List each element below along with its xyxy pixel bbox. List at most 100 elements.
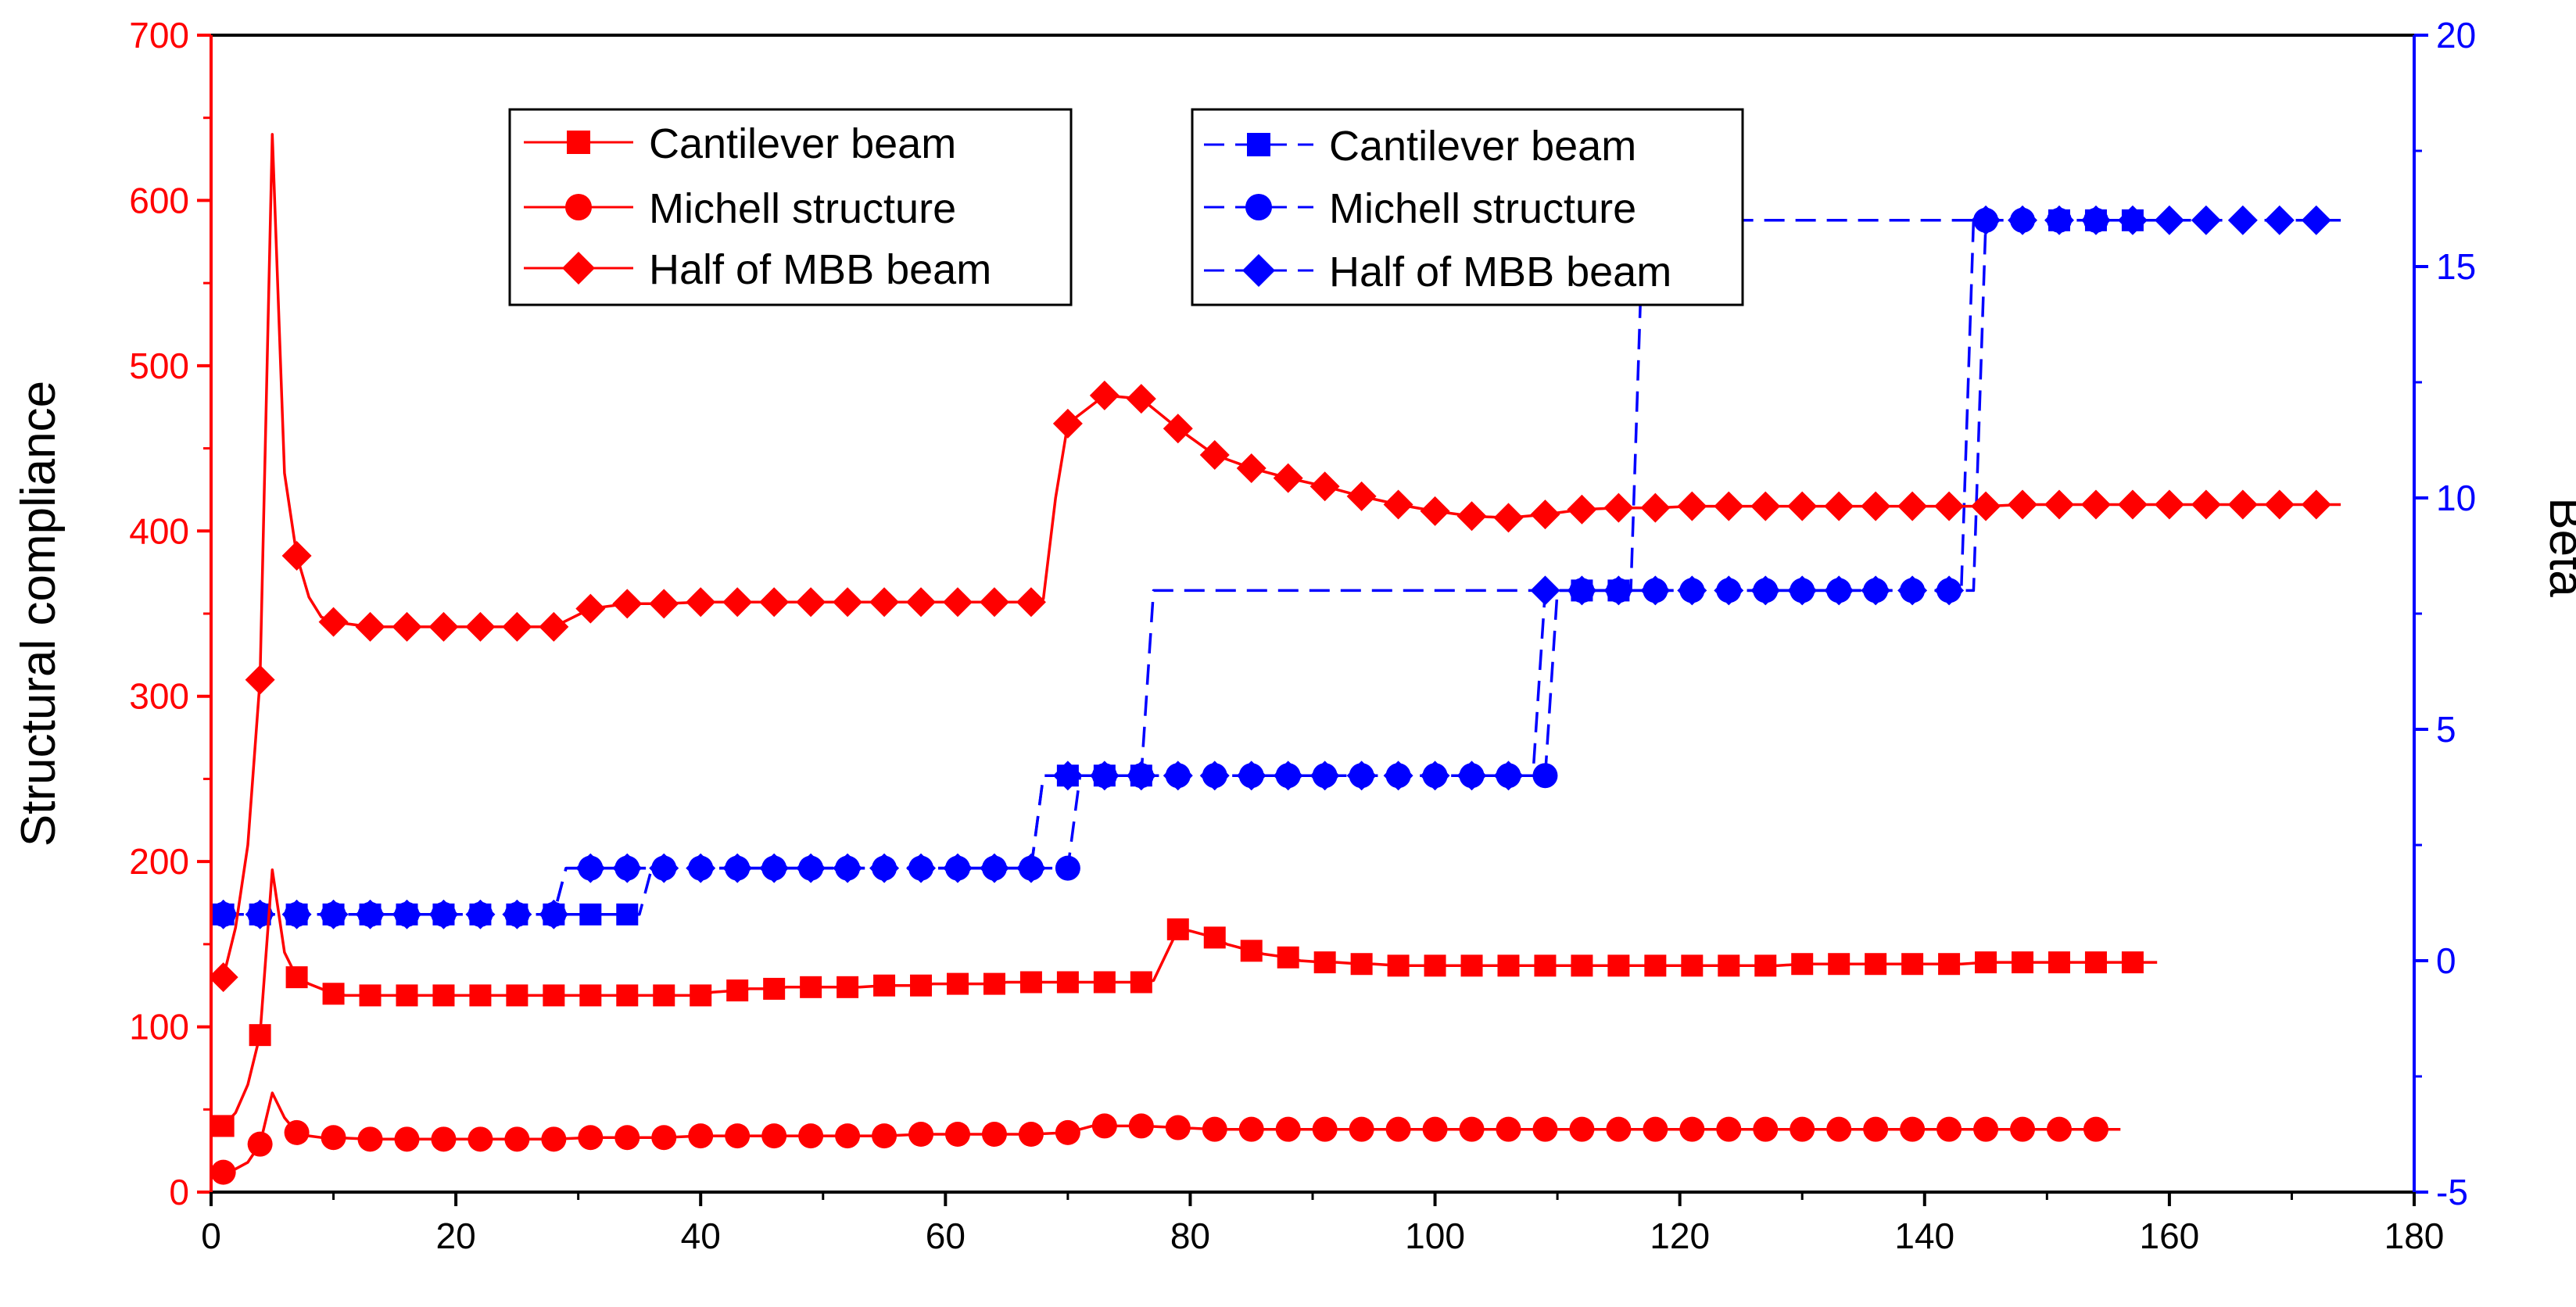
data-point-circle [1753,1116,1779,1142]
data-point-diamond [539,611,569,642]
x-tick-label: 40 [681,1216,721,1256]
data-point-diamond [833,853,863,883]
data-point-circle [1496,1116,1521,1142]
data-point-diamond [1346,761,1377,791]
data-point-circle [725,1123,751,1149]
data-point-circle [944,1122,970,1147]
data-point-diamond [2117,489,2148,520]
legend-solid-item-michell: Michell structure [524,185,956,232]
y-right-tick-label: 15 [2436,246,2476,287]
data-point-diamond [1677,575,1707,606]
data-point-square [1754,954,1777,977]
data-point-diamond [1567,575,1597,606]
legend-solid-label-cantilever: Cantilever beam [649,120,956,167]
data-point-square [1056,971,1079,994]
data-point-square [506,984,528,1007]
data-point-square [1534,954,1557,977]
data-point-circle [357,1126,383,1152]
data-point-diamond [1052,408,1083,439]
data-point-diamond [1897,491,1928,521]
data-point-circle [981,1122,1007,1147]
data-point-diamond [979,587,1009,618]
data-point-diamond [1750,575,1781,606]
data-point-circle [1532,1116,1558,1142]
data-point-square [616,984,639,1007]
legend-diamond-marker [562,252,595,285]
data-point-square [1203,926,1226,949]
data-point-circle [1569,1116,1595,1142]
y-left-tick-label: 100 [129,1007,189,1047]
data-point-circle [394,1126,420,1152]
bottom-ticks: 0 20 40 60 80 100 120 140 160 180 [201,1192,2444,1256]
data-point-circle [1275,1116,1301,1142]
x-tick-label: 160 [2140,1216,2200,1256]
legend-solid-label-mbb: Half of MBB beam [649,246,991,293]
series-line-michell-structure-right [223,219,2096,916]
data-point-square [2012,951,2034,974]
legend-solid-series: Cantilever beam Michell structure Half o… [508,108,1073,306]
y-right-tick-label: 0 [2436,940,2456,981]
data-point-circle [1055,1119,1080,1145]
data-point-diamond [1971,205,2001,235]
data-point-diamond [722,853,753,883]
data-point-diamond [1456,501,1487,532]
data-point-diamond [759,853,790,883]
data-point-square [837,976,859,998]
data-point-diamond [612,589,643,619]
x-tick-label: 180 [2384,1216,2445,1256]
y-right-axis-title: Beta [2539,497,2576,597]
data-point-diamond [575,593,606,624]
data-point-square [1387,954,1410,977]
data-point-square [1828,953,1850,976]
data-point-diamond [318,607,349,637]
legend-solid-item-mbb: Half of MBB beam [524,246,991,293]
data-point-diamond [1420,761,1450,791]
data-point-diamond [281,541,312,571]
data-point-diamond [2191,205,2221,235]
data-point-diamond [2154,205,2184,235]
data-point-diamond [649,589,679,619]
data-point-square [1497,954,1520,977]
data-point-square [1019,971,1042,994]
data-point-circle [1716,1116,1742,1142]
data-point-circle [211,1159,236,1185]
data-point-square [579,903,602,926]
data-point-diamond [1493,761,1524,791]
data-point-square [1240,940,1263,962]
data-point-diamond [1530,575,1560,606]
y-left-tick-label: 0 [169,1172,189,1212]
legend-square-marker [1247,133,1270,156]
series-half-of-mbb-beam-right [211,205,2341,929]
series-half-of-mbb-beam-left [211,133,2341,993]
legend-dashed-item-mbb: Half of MBB beam [1204,249,1671,295]
legend-circle-marker [1245,194,1272,220]
data-point-diamond [392,611,422,642]
data-point-square [469,984,492,1007]
data-point-square [543,984,565,1007]
data-point-diamond [649,853,679,883]
data-point-square [800,976,822,998]
data-point-diamond [2264,205,2295,235]
y-right-tick-label: 5 [2436,709,2456,750]
data-point-diamond [686,587,716,618]
right-ticks: -5 0 5 10 15 20 [2414,15,2476,1212]
x-tick-label: 20 [436,1216,476,1256]
data-point-circle [1973,1116,1999,1142]
data-point-circle [284,1119,310,1145]
data-point-diamond [1861,491,1891,521]
data-point-square [1424,954,1446,977]
data-point-square [2084,951,2107,974]
data-point-diamond [796,587,826,618]
data-point-diamond [318,899,349,929]
data-point-diamond [2008,205,2038,235]
y-right-tick-label: 10 [2436,478,2476,518]
data-point-circle [798,1123,824,1149]
data-point-diamond [1824,491,1854,521]
data-point-diamond [1934,575,1965,606]
data-point-circle [504,1126,530,1152]
data-point-square [726,979,749,1002]
data-point-square [359,984,382,1007]
legend-dashed-item-michell: Michell structure [1204,185,1636,232]
data-point-circle [1055,855,1080,881]
data-point-diamond [211,899,238,929]
